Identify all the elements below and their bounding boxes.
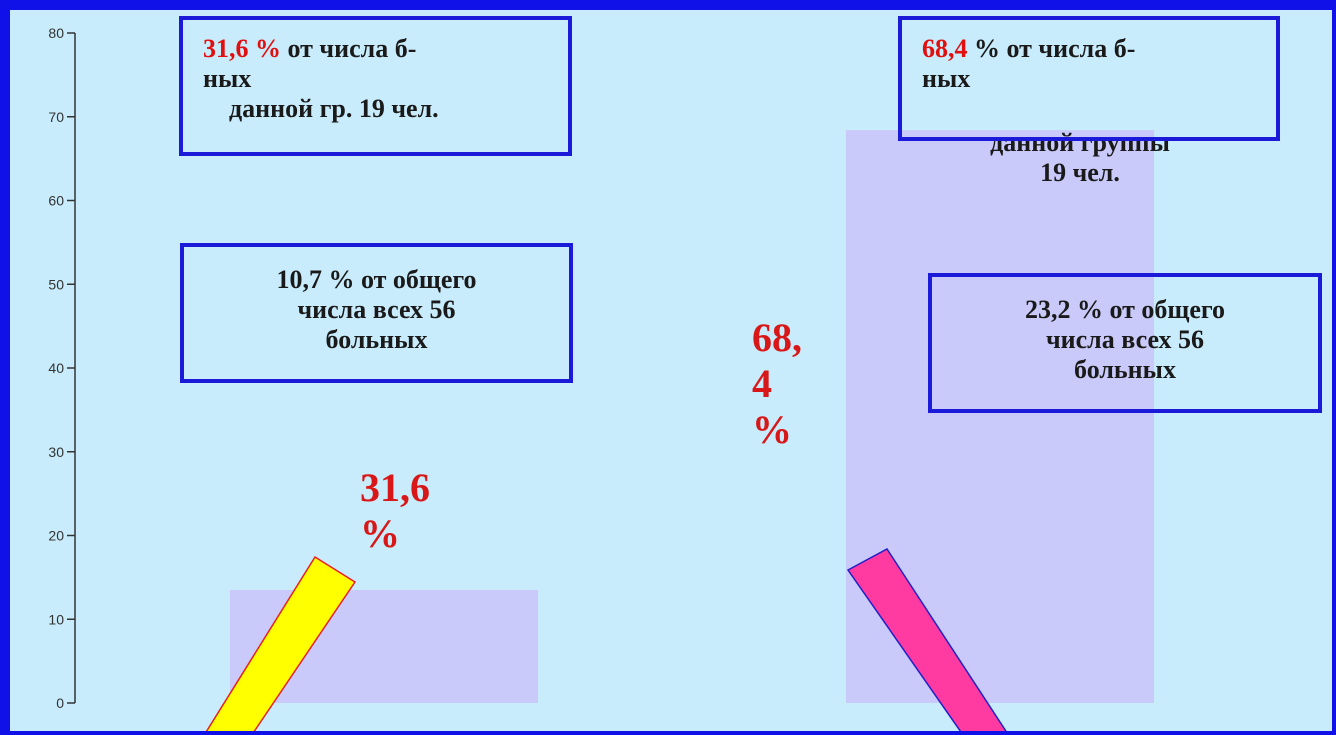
right-total-line3: больных xyxy=(1074,355,1176,384)
right-group-under-text: данной группы 19 чел. xyxy=(950,128,1210,188)
right-big-line3: % xyxy=(752,407,792,452)
pink-arrow-shape xyxy=(846,548,1007,731)
y-tick-label: 20 xyxy=(48,528,64,544)
y-axis: 0 10 20 30 40 50 60 70 80 xyxy=(48,25,76,711)
slide-area: 0 10 20 30 40 50 60 70 80 31,6 % от числа б- ных… xyxy=(10,10,1332,731)
left-group-text-line2: ных xyxy=(203,64,252,93)
right-group-percent-value: 68,4 xyxy=(922,34,968,63)
left-total-percent-box: 10,7 % от общего числа всех 56 больных xyxy=(180,243,573,383)
y-tick-label: 0 xyxy=(56,695,64,711)
right-group-under-line1: данной группы xyxy=(990,128,1170,157)
left-group-percent-box: 31,6 % от числа б- ных данной гр. 19 чел… xyxy=(179,16,572,156)
right-big-line1: 68, xyxy=(752,315,802,360)
left-group-text-line1: от числа б- xyxy=(281,34,417,63)
right-total-percent-box: 23,2 % от общего числа всех 56 больных xyxy=(928,273,1322,413)
left-big-line1: 31,6 xyxy=(360,465,430,510)
left-total-line1: 10,7 % от общего xyxy=(276,265,477,294)
right-group-percent-box: 68,4 % от числа б- ных xyxy=(898,16,1280,141)
left-total-line3: больных xyxy=(325,325,428,354)
left-total-line2: числа всех 56 xyxy=(297,295,456,324)
yellow-arrow-shape xyxy=(205,555,357,731)
right-group-text-line1: % от числа б- xyxy=(967,34,1136,63)
left-big-line2: % xyxy=(360,511,400,556)
bars xyxy=(230,130,1154,703)
right-big-line2: 4 xyxy=(752,361,772,406)
y-tick-label: 40 xyxy=(48,360,64,376)
right-total-line1: 23,2 % от общего xyxy=(1024,295,1226,324)
left-big-percent: 31,6 % xyxy=(360,465,430,557)
y-tick-label: 80 xyxy=(48,25,64,41)
y-tick-label: 70 xyxy=(48,109,64,125)
right-total-line2: числа всех 56 xyxy=(1045,325,1204,354)
y-tick-label: 60 xyxy=(48,193,64,209)
y-tick-label: 50 xyxy=(48,276,64,292)
y-tick-label: 10 xyxy=(48,611,64,627)
right-group-under-line2: 19 чел. xyxy=(1040,158,1120,187)
right-group-text-line2: ных xyxy=(922,64,971,93)
left-group-percent-value: 31,6 % xyxy=(203,34,281,63)
left-group-text-line3: данной гр. 19 чел. xyxy=(229,94,439,123)
y-tick-label: 30 xyxy=(48,444,64,460)
right-big-percent: 68, 4 % xyxy=(752,315,802,453)
bar-chart: 0 10 20 30 40 50 60 70 80 xyxy=(48,25,1154,731)
